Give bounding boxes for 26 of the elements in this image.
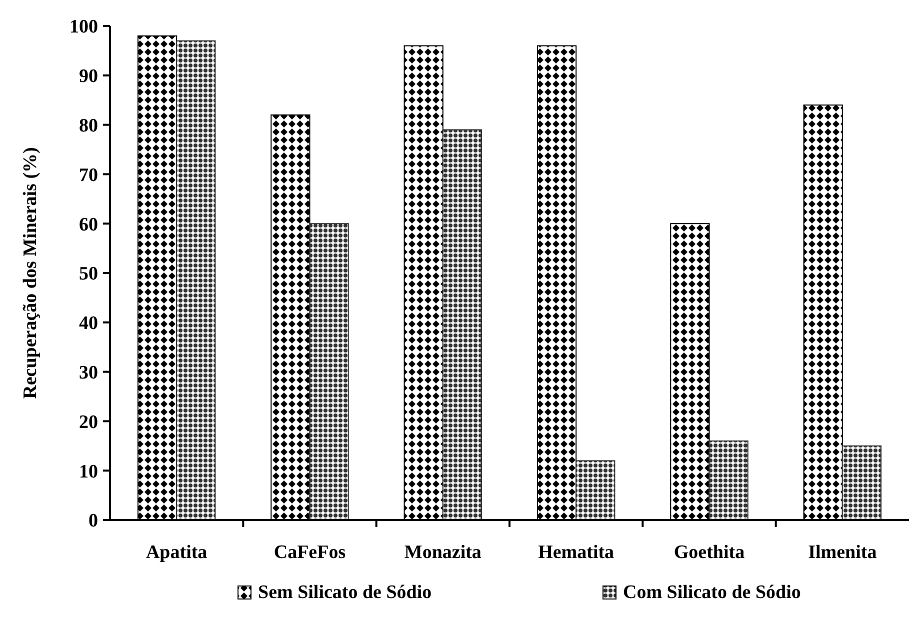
legend-label: Sem Silicato de Sódio xyxy=(258,582,432,603)
x-tick-label: Apatita xyxy=(146,542,208,563)
y-axis-title: Recuperação dos Minerais (%) xyxy=(20,147,41,399)
bar xyxy=(442,129,482,520)
x-tick-label: Goethita xyxy=(674,542,746,563)
x-tick-label: Hematita xyxy=(538,542,615,563)
x-tick-label: CaFeFos xyxy=(274,542,346,563)
y-tick-label: 40 xyxy=(79,313,98,334)
y-tick-label: 80 xyxy=(79,115,98,136)
x-tick-label: Ilmenita xyxy=(808,542,878,563)
y-tick-label: 20 xyxy=(79,412,98,433)
bar xyxy=(708,440,748,520)
y-tick-label: 100 xyxy=(70,16,98,38)
y-tick-label: 10 xyxy=(79,461,98,482)
bar xyxy=(176,40,216,520)
bar xyxy=(576,460,616,520)
legend-label: Com Silicato de Sódio xyxy=(623,582,801,603)
y-tick-label: 70 xyxy=(79,164,98,186)
x-tick-label: Monazita xyxy=(404,542,482,563)
y-tick-label: 30 xyxy=(79,362,98,384)
y-tick-label: 50 xyxy=(79,264,98,285)
y-tick-label: 60 xyxy=(79,214,98,236)
bar xyxy=(842,445,882,520)
y-tick-label: 0 xyxy=(88,510,98,532)
y-tick-label: 90 xyxy=(79,66,98,88)
bar xyxy=(309,223,349,520)
